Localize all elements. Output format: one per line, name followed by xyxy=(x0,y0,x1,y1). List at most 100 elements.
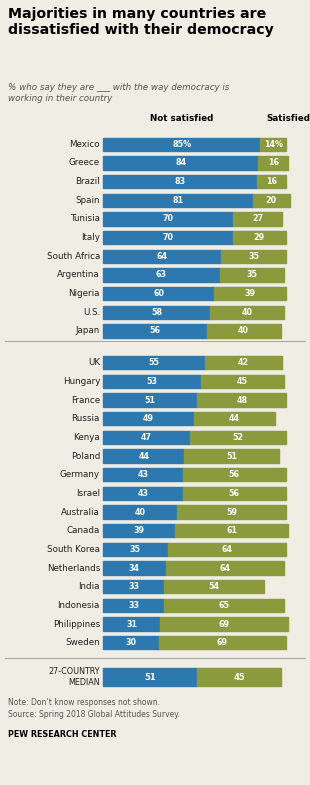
Text: 70: 70 xyxy=(162,214,173,224)
Bar xyxy=(197,393,286,407)
Text: 56: 56 xyxy=(229,489,240,498)
Text: U.S.: U.S. xyxy=(83,308,100,317)
Bar xyxy=(168,542,286,556)
Bar xyxy=(183,468,286,481)
Text: 58: 58 xyxy=(151,308,162,317)
Bar xyxy=(103,668,197,686)
Bar xyxy=(103,636,158,649)
Bar xyxy=(206,324,281,338)
Text: Not satisfied: Not satisfied xyxy=(150,114,213,123)
Bar xyxy=(103,561,166,575)
Text: 64: 64 xyxy=(219,564,231,572)
Bar xyxy=(103,580,164,593)
Text: 29: 29 xyxy=(254,233,265,242)
Text: PEW RESEARCH CENTER: PEW RESEARCH CENTER xyxy=(8,730,117,739)
Text: 20: 20 xyxy=(266,195,277,205)
Text: 63: 63 xyxy=(156,271,167,279)
Bar xyxy=(166,561,284,575)
Text: South Korea: South Korea xyxy=(47,545,100,554)
Text: Poland: Poland xyxy=(71,451,100,461)
Text: 56: 56 xyxy=(229,470,240,479)
Bar xyxy=(103,374,201,388)
Text: 51: 51 xyxy=(145,396,156,404)
Text: Tunisia: Tunisia xyxy=(70,214,100,224)
Text: 43: 43 xyxy=(137,470,148,479)
Text: 39: 39 xyxy=(245,289,255,298)
Bar xyxy=(260,137,286,151)
Bar xyxy=(103,194,253,207)
Bar xyxy=(103,356,205,370)
Text: 85%: 85% xyxy=(172,140,191,149)
Bar xyxy=(232,212,282,226)
Bar xyxy=(103,412,194,425)
Bar xyxy=(253,194,290,207)
Text: Canada: Canada xyxy=(67,526,100,535)
Bar xyxy=(190,431,286,444)
Bar xyxy=(201,374,284,388)
Text: 61: 61 xyxy=(226,526,237,535)
Bar xyxy=(103,431,190,444)
Bar xyxy=(232,231,286,244)
Text: 59: 59 xyxy=(226,508,237,517)
Bar xyxy=(103,449,184,462)
Text: 45: 45 xyxy=(237,377,248,386)
Text: 60: 60 xyxy=(153,289,164,298)
Text: 64: 64 xyxy=(157,252,168,261)
Bar xyxy=(103,175,257,188)
Text: 64: 64 xyxy=(221,545,232,554)
Text: 56: 56 xyxy=(149,327,160,335)
Bar xyxy=(103,137,260,151)
Text: 44: 44 xyxy=(138,451,149,461)
Text: 40: 40 xyxy=(135,508,145,517)
Text: 40: 40 xyxy=(242,308,253,317)
Text: Mexico: Mexico xyxy=(69,140,100,149)
Bar xyxy=(194,412,275,425)
Text: 39: 39 xyxy=(134,526,144,535)
Text: Russia: Russia xyxy=(72,414,100,423)
Text: 51: 51 xyxy=(226,451,237,461)
Text: 51: 51 xyxy=(144,673,156,681)
Bar xyxy=(103,268,219,282)
Text: 49: 49 xyxy=(143,414,154,423)
Text: Australia: Australia xyxy=(61,508,100,517)
Text: 42: 42 xyxy=(238,358,249,367)
Text: 31: 31 xyxy=(126,619,137,629)
Text: Philippines: Philippines xyxy=(53,619,100,629)
Bar xyxy=(164,599,284,612)
Text: Germany: Germany xyxy=(60,470,100,479)
Text: 81: 81 xyxy=(172,195,184,205)
Text: Israel: Israel xyxy=(76,489,100,498)
Text: Brazil: Brazil xyxy=(75,177,100,186)
Bar xyxy=(103,231,232,244)
Text: Greece: Greece xyxy=(69,159,100,167)
Text: Satisfied: Satisfied xyxy=(266,114,310,123)
Text: South Africa: South Africa xyxy=(46,252,100,261)
Bar xyxy=(184,449,279,462)
Bar xyxy=(103,212,232,226)
Text: 65: 65 xyxy=(219,601,230,610)
Bar xyxy=(210,305,284,319)
Text: 30: 30 xyxy=(125,638,136,647)
Bar xyxy=(219,268,284,282)
Text: 35: 35 xyxy=(130,545,141,554)
Text: Note: Don’t know responses not shown.
Source: Spring 2018 Global Attitudes Surve: Note: Don’t know responses not shown. So… xyxy=(8,698,180,719)
Text: 43: 43 xyxy=(137,489,148,498)
Text: Majorities in many countries are
dissatisfied with their democracy: Majorities in many countries are dissati… xyxy=(8,7,274,37)
Text: 45: 45 xyxy=(233,673,245,681)
Text: % who say they are ___ with the way democracy is
working in their country: % who say they are ___ with the way demo… xyxy=(8,83,229,104)
Bar xyxy=(175,524,288,538)
Text: 69: 69 xyxy=(217,638,228,647)
Text: 16: 16 xyxy=(266,177,277,186)
Text: 35: 35 xyxy=(246,271,257,279)
Bar xyxy=(103,542,168,556)
Text: Japan: Japan xyxy=(76,327,100,335)
Bar xyxy=(103,305,210,319)
Bar xyxy=(103,156,259,170)
Text: 70: 70 xyxy=(162,233,173,242)
Text: 55: 55 xyxy=(148,358,159,367)
Text: 33: 33 xyxy=(128,582,139,591)
Text: Kenya: Kenya xyxy=(73,433,100,442)
Bar xyxy=(205,356,282,370)
Bar xyxy=(103,393,197,407)
Text: Indonesia: Indonesia xyxy=(58,601,100,610)
